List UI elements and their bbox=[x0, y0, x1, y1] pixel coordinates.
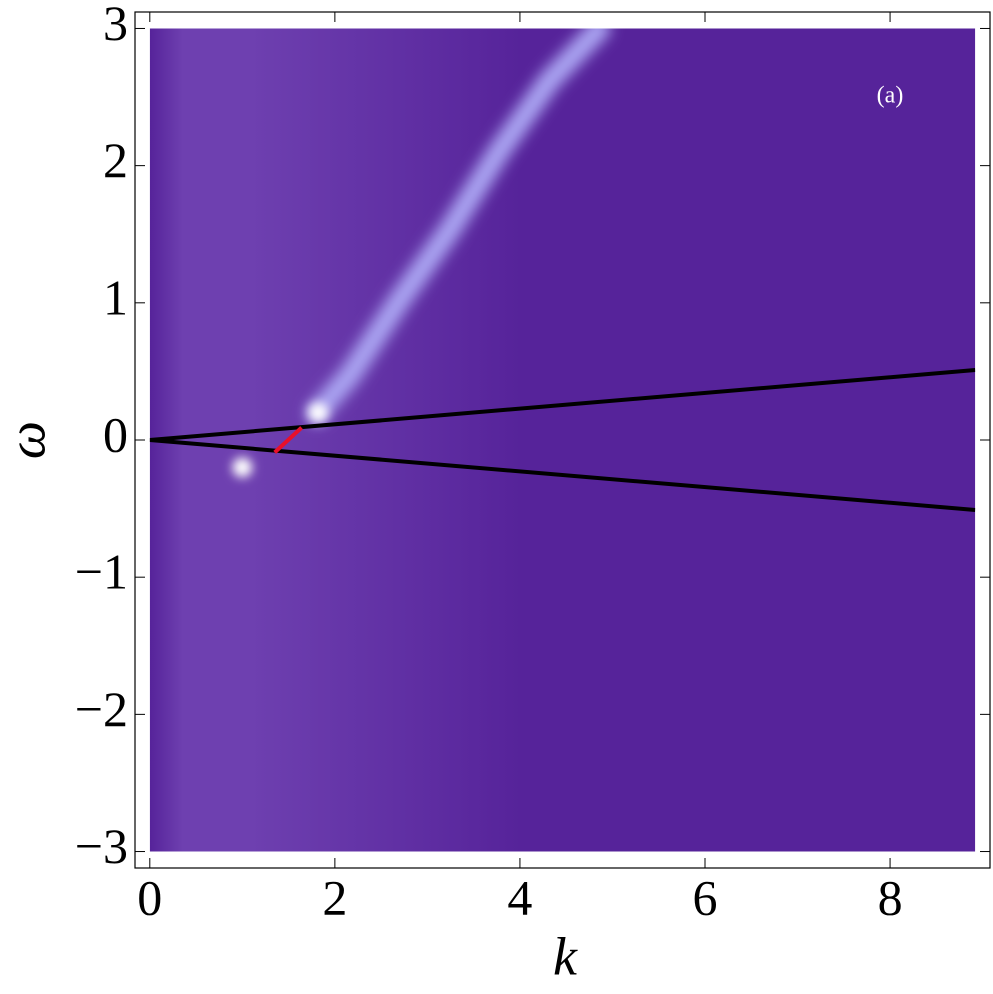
bright-spot bbox=[308, 402, 329, 423]
bright-spot bbox=[232, 457, 253, 478]
line bbox=[149, 368, 976, 442]
x-axis-label: k bbox=[553, 926, 578, 986]
line bbox=[273, 426, 303, 454]
x-tick-label: 2 bbox=[322, 869, 347, 925]
x-tick-label: 4 bbox=[507, 869, 532, 925]
ridge bbox=[306, 28, 611, 424]
y-tick-label: −3 bbox=[75, 818, 128, 874]
x-tick-label: 8 bbox=[878, 869, 903, 925]
annotation: (a) bbox=[877, 83, 904, 109]
line bbox=[149, 438, 976, 512]
y-tick-label: 2 bbox=[103, 132, 128, 188]
y-tick-label: 3 bbox=[103, 0, 128, 51]
y-tick-label: −1 bbox=[75, 544, 128, 600]
y-tick-label: 0 bbox=[103, 406, 128, 462]
y-tick-label: −2 bbox=[75, 681, 128, 737]
density-field bbox=[149, 28, 976, 852]
y-axis-label: ω bbox=[0, 421, 56, 459]
y-tick-label: 1 bbox=[103, 269, 128, 325]
x-tick-label: 0 bbox=[137, 869, 162, 925]
x-tick-label: 6 bbox=[693, 869, 718, 925]
